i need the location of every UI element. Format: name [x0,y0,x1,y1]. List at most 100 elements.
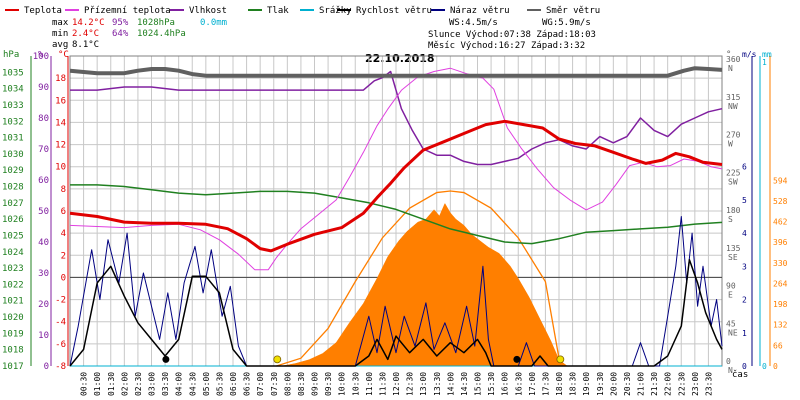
legend-label: Tlak [267,6,289,16]
tick-label-time: 13:30 [433,372,442,396]
tick-label-wind: 4 [742,229,747,238]
legend-label: Přízemní teplota [84,6,171,16]
tick-label-pressure: 1023 [2,264,24,274]
series-wind-direction [69,66,723,78]
tick-label-time: 04:30 [188,372,197,396]
tick-label-time: 19:00 [582,372,591,396]
tick-label-temperature: 4 [61,229,66,239]
tick-label-temperature: 10 [55,163,66,173]
tick-label-pressure: 1019 [2,329,24,339]
legend-label: Náraz větru [450,6,510,16]
tick-label-temperature: 18 [55,74,66,84]
tick-label-pressure: 1030 [2,150,24,160]
tick-label-temperature: 6 [61,207,66,217]
legend: Teplota Přízemní teplota Vlhkost Tlak Srážky… [5,6,600,16]
tick-label-temperature: -8 [55,362,66,372]
tick-label-time: 21:00 [637,372,646,396]
series-temperature [69,119,723,253]
series-humidity [70,70,723,166]
tick-label-time: 02:00 [120,372,129,396]
tick-label-solar: 198 [773,300,788,309]
tick-label-time: 20:00 [609,372,618,396]
tick-label-pressure: 1024 [2,248,24,258]
tick-label-direction: 360 [726,55,741,64]
stat-max-temp: 14.2°C [72,18,105,28]
sunset-marker [556,355,565,364]
unit-mm: mm [762,50,772,59]
tick-label-wind: 6 [742,163,747,172]
legend-label: Srážky [319,6,352,16]
tick-label-pressure: 1033 [2,101,24,111]
tick-label-pressure: 1029 [2,166,24,176]
tick-label-time: 07:30 [270,372,279,396]
tick-label-time: 19:30 [596,372,605,396]
tick-label-temperature: 0 [61,273,66,283]
tick-label-time: 11:30 [378,372,387,396]
tick-label-time: 18:00 [555,372,564,396]
series-pressure [70,184,723,245]
tick-label-pressure: 1028 [2,183,24,193]
tick-label-time: 12:30 [406,372,415,396]
tick-label-pressure: 1032 [2,117,24,127]
tick-label-solar: 528 [773,197,788,206]
tick-label-time: 23:30 [704,372,713,396]
stat-avg-temp: 8.1°C [72,40,99,50]
tick-label-humidity: 80 [38,114,49,124]
unit-ms: m/s [742,50,757,59]
tick-label-time: 03:30 [161,372,170,396]
tick-label-solar: 264 [773,279,788,288]
tick-label-time: 21:30 [650,372,659,396]
tick-label-humidity: 100 [33,52,49,62]
plot-area: 1017101810191020102110221023102410251026… [2,52,788,396]
tick-label-time: 00:30 [80,372,89,396]
series-wind-speed [69,258,723,367]
tick-label-time: 07:00 [256,372,265,396]
tick-label-direction: S [728,215,733,224]
stat-sun: Slunce Východ:07:38 Západ:18:03 [428,30,596,40]
tick-label-direction: 270 [726,131,741,140]
tick-label-rain: 0 [762,362,767,371]
tick-label-time: 18:30 [569,372,578,396]
stat-min-press: 1024.4hPa [137,29,186,39]
tick-label-time: 11:00 [365,372,374,396]
tick-label-wind: 2 [742,296,747,305]
stat-min-hum: 64% [112,29,129,39]
tick-label-pressure: 1031 [2,134,24,144]
tick-label-direction: SW [728,177,738,186]
tick-label-humidity: 40 [38,238,49,248]
tick-label-direction: W [728,140,733,149]
tick-label-time: 03:00 [148,372,157,396]
tick-label-solar: 66 [773,341,783,350]
tick-label-pressure: 1027 [2,199,24,209]
tick-label-temperature: 8 [61,185,66,195]
tick-label-time: 23:00 [691,372,700,396]
tick-label-humidity: 70 [38,145,49,155]
tick-label-humidity: 0 [44,362,49,372]
tick-label-time: 10:00 [338,372,347,396]
tick-label-wind: 0 [742,362,747,371]
tick-label-time: 17:00 [528,372,537,396]
tick-label-direction: SE [728,253,738,262]
unit-deg: ° [726,50,731,60]
unit-hpa: hPa [3,50,19,60]
stat-min-label: min [52,29,68,39]
tick-label-solar: 396 [773,238,788,247]
tick-label-temperature: 14 [55,118,66,128]
tick-label-time: 01:30 [107,372,116,396]
tick-label-solar: 462 [773,218,788,227]
tick-label-pressure: 1020 [2,313,24,323]
tick-label-solar: 0 [773,362,778,371]
tick-label-rain: 1 [762,58,767,67]
tick-label-time: 15:30 [487,372,496,396]
tick-label-time: 12:00 [392,372,401,396]
tick-label-time: 22:30 [677,372,686,396]
solar-measured-area [281,202,568,367]
tick-label-time: 01:00 [93,372,102,396]
tick-label-time: 05:00 [202,372,211,396]
legend-label: Směr větru [546,6,600,16]
tick-label-time: 06:30 [243,372,252,396]
tick-label-pressure: 1018 [2,346,24,356]
tick-label-time: 08:30 [297,372,306,396]
legend-label: Vlhkost [189,6,227,16]
tick-label-pressure: 1026 [2,215,24,225]
